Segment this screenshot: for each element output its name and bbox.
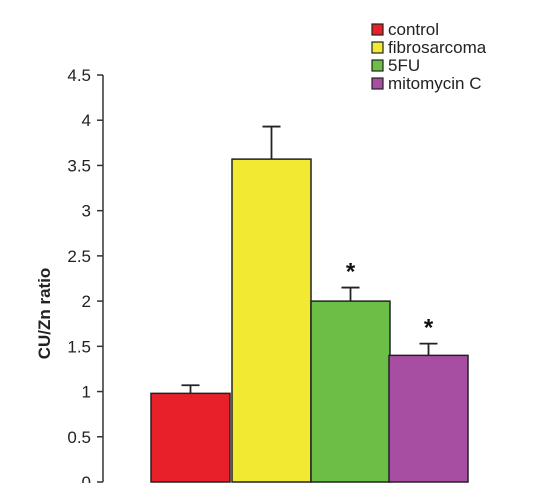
y-axis: 0 0.5 1 1.5 2 2.5 3 3.5 4 4.5 [67,66,104,483]
bar-1 [150,392,231,483]
legend-swatch-4 [371,77,384,90]
y-tick-label: 4 [82,111,91,130]
legend-swatch-2 [371,41,384,54]
y-tick-label: 4.5 [67,66,91,85]
y-axis-title: CU/Zn ratio [35,268,54,360]
bar-4 [388,354,469,483]
y-tick-label: 0 [82,473,91,483]
bar-3 [310,300,391,483]
legend-swatch-3 [371,59,384,72]
legend-swatch-1 [371,23,384,36]
legend-label-3: 5FU [388,56,420,75]
legend-label-2: fibrosarcoma [388,38,487,57]
legend-label-4: mitomycin C [388,74,482,93]
significance-marker-3: * [346,259,356,286]
legend-label-1: control [388,20,439,39]
y-tick-label: 2 [82,292,91,311]
y-tick-label: 2.5 [67,247,91,266]
y-tick-label: 3.5 [67,156,91,175]
significance-marker-4: * [424,315,434,342]
y-tick-label: 1.5 [67,337,91,356]
bars: ** [150,125,469,483]
y-tick-label: 3 [82,202,91,221]
bar-2 [231,158,312,483]
y-tick-label: 0.5 [67,428,91,447]
y-tick-label: 1 [82,383,91,402]
